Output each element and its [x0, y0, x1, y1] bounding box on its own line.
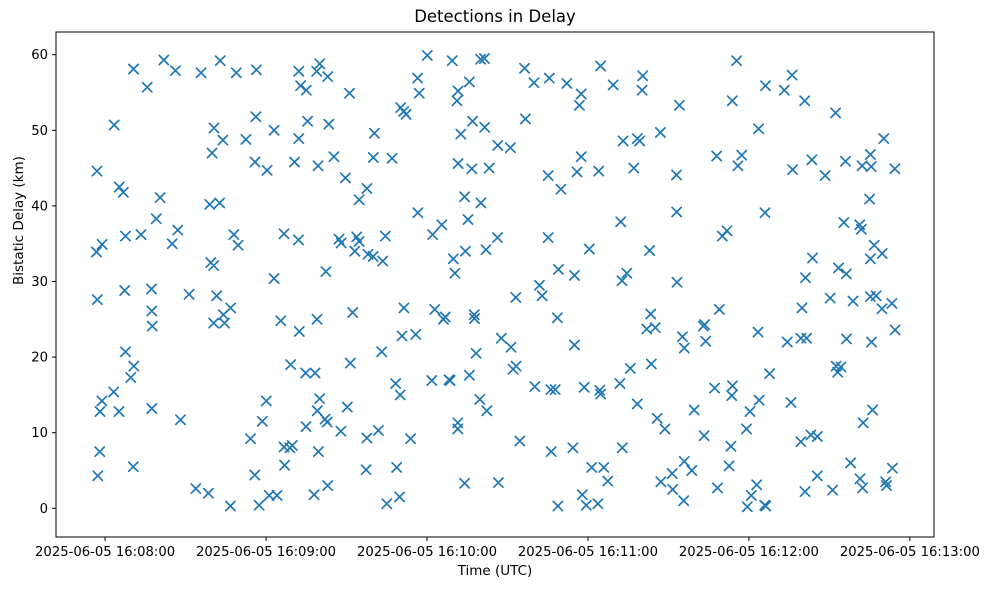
y-tick-label: 60 — [31, 48, 48, 63]
plot-border — [55, 31, 935, 538]
chart-title: Detections in Delay — [414, 7, 576, 26]
y-tick-label: 0 — [40, 502, 48, 517]
x-tick-label: 2025-06-05 16:08:00 — [35, 545, 175, 560]
x-axis-label: Time (UTC) — [457, 563, 533, 579]
x-tick-label: 2025-06-05 16:12:00 — [679, 545, 819, 560]
x-tick-label: 2025-06-05 16:13:00 — [840, 545, 980, 560]
x-tick-label: 2025-06-05 16:11:00 — [518, 545, 658, 560]
scatter-x-markers — [91, 49, 901, 513]
y-tick-label: 40 — [31, 199, 48, 214]
y-tick-label: 10 — [31, 426, 48, 441]
x-tick-label: 2025-06-05 16:09:00 — [196, 545, 336, 560]
y-tick-label: 50 — [31, 124, 48, 139]
x-tick-label: 2025-06-05 16:10:00 — [357, 545, 497, 560]
y-tick-label: 30 — [31, 275, 48, 290]
y-tick-label: 20 — [31, 351, 48, 366]
